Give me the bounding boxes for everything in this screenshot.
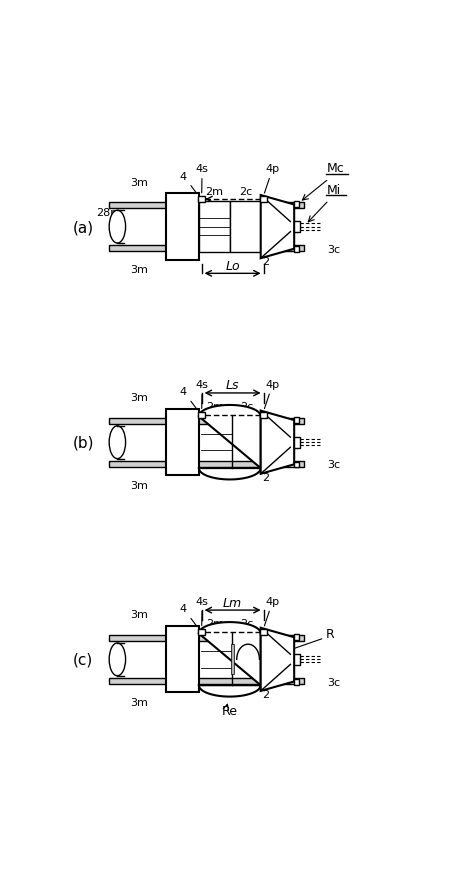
Text: 4p: 4p xyxy=(264,164,280,194)
Bar xyxy=(199,202,230,253)
Text: 3m: 3m xyxy=(130,177,148,188)
Bar xyxy=(109,418,304,424)
Text: 4: 4 xyxy=(180,171,199,197)
Text: Mc: Mc xyxy=(327,162,345,175)
Bar xyxy=(260,413,267,418)
Bar xyxy=(198,197,205,202)
Text: 3c: 3c xyxy=(327,460,340,470)
Text: 4s: 4s xyxy=(196,379,209,409)
Text: (a): (a) xyxy=(73,220,94,235)
Text: R: R xyxy=(326,627,335,640)
Ellipse shape xyxy=(109,211,126,243)
Bar xyxy=(294,680,299,685)
Text: 2m: 2m xyxy=(207,401,225,411)
Polygon shape xyxy=(199,406,261,480)
Text: Re: Re xyxy=(222,705,238,718)
Bar xyxy=(294,653,300,666)
Text: Ls: Ls xyxy=(226,379,239,392)
Text: 3c: 3c xyxy=(327,244,340,255)
Bar xyxy=(198,413,205,418)
Text: 3m: 3m xyxy=(130,697,148,707)
Bar xyxy=(260,197,267,202)
Bar xyxy=(109,678,304,684)
Polygon shape xyxy=(261,628,294,691)
Text: Lm: Lm xyxy=(223,596,242,609)
Bar xyxy=(166,627,199,693)
Text: 4s: 4s xyxy=(196,164,209,194)
Bar xyxy=(109,246,304,252)
Ellipse shape xyxy=(109,427,126,459)
Bar xyxy=(294,462,299,468)
Text: 2m: 2m xyxy=(206,187,224,196)
Text: 4s: 4s xyxy=(196,596,209,626)
Text: 2m: 2m xyxy=(207,618,225,628)
Text: 2: 2 xyxy=(262,473,269,482)
Bar xyxy=(166,409,199,476)
Bar xyxy=(109,635,304,641)
Text: 2c: 2c xyxy=(240,618,253,628)
Bar xyxy=(260,629,267,635)
Polygon shape xyxy=(261,196,294,259)
Text: Mi: Mi xyxy=(327,183,341,196)
Text: 3c: 3c xyxy=(327,677,340,687)
Bar xyxy=(109,461,304,468)
Text: 3m: 3m xyxy=(130,481,148,490)
Text: 2c: 2c xyxy=(240,401,253,411)
Bar xyxy=(294,417,299,423)
Bar xyxy=(109,202,304,209)
Bar xyxy=(294,437,300,448)
Ellipse shape xyxy=(109,643,126,676)
Text: 4: 4 xyxy=(180,387,199,413)
Text: 4p: 4p xyxy=(264,379,280,409)
Text: 4: 4 xyxy=(180,604,199,630)
Polygon shape xyxy=(199,622,261,697)
Polygon shape xyxy=(261,411,294,474)
Bar xyxy=(294,247,299,253)
Text: 3m: 3m xyxy=(130,265,148,275)
Bar xyxy=(294,202,299,208)
Bar xyxy=(231,645,234,674)
Bar xyxy=(294,222,300,233)
Text: 2: 2 xyxy=(262,689,269,700)
Text: (c): (c) xyxy=(73,652,93,667)
Text: 3m: 3m xyxy=(130,393,148,402)
Text: 2: 2 xyxy=(262,257,269,267)
Bar xyxy=(166,195,199,261)
Bar xyxy=(230,202,261,253)
Text: (b): (b) xyxy=(73,435,94,450)
Text: 2c: 2c xyxy=(239,187,252,196)
Bar xyxy=(198,629,205,635)
Text: 4p: 4p xyxy=(264,596,280,626)
Text: Lo: Lo xyxy=(225,260,240,273)
Bar xyxy=(294,634,299,640)
Text: 3m: 3m xyxy=(130,610,148,620)
Text: 28r: 28r xyxy=(97,208,116,218)
